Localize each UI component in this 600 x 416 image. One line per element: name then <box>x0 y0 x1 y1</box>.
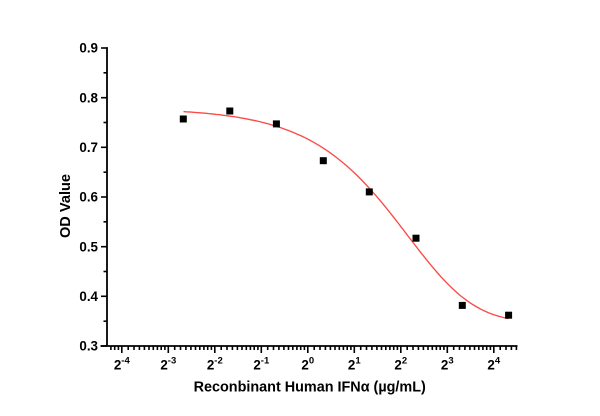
svg-text:2-3: 2-3 <box>160 355 176 372</box>
svg-text:0.5: 0.5 <box>79 239 98 254</box>
svg-text:0.4: 0.4 <box>79 289 98 304</box>
svg-text:2-4: 2-4 <box>114 355 131 372</box>
svg-text:0.6: 0.6 <box>79 190 98 205</box>
svg-text:20: 20 <box>301 355 314 372</box>
svg-text:Reconbinant Human IFNα (µg/mL): Reconbinant Human IFNα (µg/mL) <box>194 380 426 396</box>
svg-text:0.9: 0.9 <box>79 41 98 56</box>
svg-text:21: 21 <box>348 355 361 372</box>
svg-text:2-1: 2-1 <box>253 355 270 372</box>
svg-text:22: 22 <box>394 355 407 372</box>
svg-text:0.8: 0.8 <box>79 90 98 105</box>
svg-text:23: 23 <box>441 355 454 372</box>
svg-text:24: 24 <box>487 355 500 372</box>
svg-text:2-2: 2-2 <box>207 355 223 372</box>
svg-text:0.7: 0.7 <box>79 140 98 155</box>
svg-text:0.3: 0.3 <box>79 339 98 354</box>
svg-text:OD Value: OD Value <box>58 174 74 238</box>
